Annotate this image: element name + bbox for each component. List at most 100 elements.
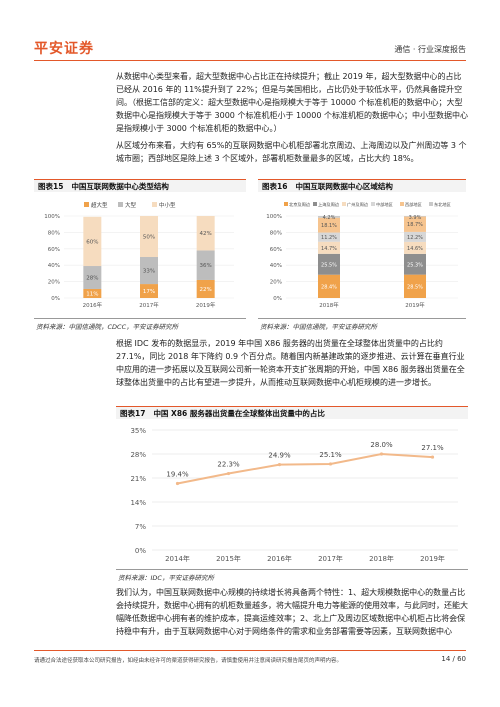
data-label: 19.4% bbox=[166, 470, 189, 478]
bar-segment bbox=[318, 232, 340, 242]
y-tick-label: 100% bbox=[266, 214, 282, 220]
data-point bbox=[226, 471, 231, 476]
data-label: 33% bbox=[143, 269, 155, 275]
bar-segment bbox=[83, 216, 102, 267]
legend-label: 超大型 bbox=[91, 201, 108, 209]
y-tick-label: 20% bbox=[270, 280, 282, 286]
data-point bbox=[379, 452, 384, 456]
data-point bbox=[277, 463, 282, 467]
x-tick-label: 2016年 bbox=[83, 301, 103, 309]
bar-segment bbox=[318, 241, 340, 254]
data-label: 28.0% bbox=[370, 441, 393, 449]
data-label: 4.2% bbox=[323, 215, 336, 221]
paragraph-1: 从数据中心类型来看，超大型数据中心占比正在持续提升；截止 2019 年，超大型数… bbox=[116, 72, 468, 133]
data-label: 50% bbox=[143, 235, 155, 241]
figure-15-number: 图表15 bbox=[38, 182, 64, 191]
figure-17-number: 图表17 bbox=[120, 409, 146, 418]
figure-17-title: 图表17 中国 X86 服务器出货量在全球整体出货量中的占比 bbox=[116, 406, 468, 419]
data-label: 14.6% bbox=[407, 246, 423, 252]
legend-swatch-0 bbox=[84, 202, 89, 207]
report-type: 通信 · 行业深度报告 bbox=[394, 45, 466, 54]
figure-17-caption: 中国 X86 服务器出货量在全球整体出货量中的占比 bbox=[153, 409, 325, 418]
chart-dc-type-structure: 超大型 大型 中小型 0% 20% 40% 60% 80% 100% 11% 28% 60% 2016年… bbox=[44, 201, 234, 309]
x-tick-label: 2019年 bbox=[196, 301, 216, 309]
bar-segment bbox=[196, 216, 215, 251]
legend-label: 上海及周边 bbox=[318, 201, 340, 208]
footer-disclaimer: 请通过合法途径获取本公司研究报告，如经由未经许可的渠道获得研究报告，请慎重使用并… bbox=[34, 658, 343, 664]
bar-segment bbox=[404, 241, 426, 254]
x-tick-label: 2017年 bbox=[318, 554, 343, 563]
x-tick-label: 2014年 bbox=[165, 554, 190, 563]
footer-divider bbox=[34, 650, 466, 651]
data-label: 25.5% bbox=[321, 262, 337, 268]
chart-x86-server-share: 0% 7% 14% 21% 28% 35% 19.4% 2014年 22.3% 2015年 24.9… bbox=[130, 427, 458, 563]
data-label: 18.1% bbox=[321, 223, 337, 229]
paragraph-3: 根据 IDC 发布的数据显示，2019 年中国 X86 服务器的出货量在全球整体… bbox=[116, 339, 465, 387]
figure-15-title: 图表15 中国互联网数据中心类型结构 bbox=[34, 179, 246, 192]
x-tick-label: 2018年 bbox=[319, 301, 339, 309]
y-tick-label: 100% bbox=[44, 214, 60, 220]
figure-16-caption: 中国互联网数据中心区域结构 bbox=[295, 182, 393, 191]
data-label: 27.1% bbox=[421, 444, 444, 452]
bar-segment bbox=[83, 266, 102, 289]
x-tick-label: 2019年 bbox=[420, 554, 445, 563]
legend-swatch-4 bbox=[400, 202, 404, 206]
x-tick-label: 2017年 bbox=[139, 301, 159, 309]
data-label: 14.7% bbox=[321, 246, 337, 252]
y-tick-label: 40% bbox=[270, 263, 282, 269]
data-label: 18.7% bbox=[407, 222, 423, 228]
data-label: 25.1% bbox=[319, 451, 342, 459]
data-point bbox=[430, 455, 435, 459]
y-tick-label: 14% bbox=[130, 499, 146, 507]
data-label: 28% bbox=[86, 276, 98, 282]
figure-15-source: 资料来源：中国信通院，CDCC，平安证券研究所 bbox=[36, 323, 179, 331]
chart-dc-region-structure: 北京及周边 上海及周边 广州及周边 中部地区 西部地区 东北地区 0% 20% 40% 60% 80… bbox=[266, 201, 458, 309]
legend-label: 中部地区 bbox=[376, 201, 393, 208]
bar-segment bbox=[318, 217, 340, 233]
data-point bbox=[328, 462, 333, 466]
bar-segment bbox=[140, 284, 158, 298]
y-tick-label: 20% bbox=[48, 280, 60, 286]
data-label: 36% bbox=[200, 263, 212, 269]
data-label: 3.9% bbox=[409, 215, 422, 221]
legend-label: 广州及周边 bbox=[347, 201, 369, 208]
x-tick-label: 2019年 bbox=[405, 301, 425, 309]
legend-label: 东北地区 bbox=[434, 201, 451, 208]
figure-15-source-line bbox=[34, 318, 246, 319]
brand-logo: 平安证券 bbox=[34, 41, 94, 57]
y-tick-label: 21% bbox=[130, 475, 146, 483]
legend-swatch-1 bbox=[313, 202, 317, 206]
bar-segment bbox=[404, 216, 426, 217]
bar-segment bbox=[140, 216, 158, 257]
y-tick-label: 60% bbox=[270, 247, 282, 253]
legend-label: 大型 bbox=[125, 201, 137, 209]
y-tick-label: 0% bbox=[51, 296, 60, 302]
y-tick-label: 60% bbox=[48, 247, 60, 253]
bar-segment bbox=[196, 250, 215, 280]
legend-swatch-0 bbox=[284, 202, 288, 206]
series-line bbox=[177, 452, 433, 485]
data-label: 24.9% bbox=[268, 452, 291, 460]
x-tick-label: 2016年 bbox=[267, 554, 292, 563]
figure-16-source: 资料来源：中国信通院，平安证券研究所 bbox=[260, 323, 377, 331]
data-label: 12.2% bbox=[407, 235, 423, 241]
x-tick-label: 2018年 bbox=[369, 554, 394, 563]
data-label: 60% bbox=[86, 239, 98, 245]
data-label: 28.5% bbox=[407, 284, 423, 290]
data-point bbox=[175, 481, 180, 486]
y-tick-label: 0% bbox=[273, 296, 282, 302]
legend-label: 西部地区 bbox=[405, 201, 422, 208]
data-label: 28.4% bbox=[321, 284, 337, 290]
paragraph-4: 我们认为，中国互联网数据中心规模的持续增长将具备两个特性：1、超大规模数据中心的… bbox=[116, 588, 468, 636]
y-tick-label: 80% bbox=[270, 230, 282, 236]
page-number: 14 / 60 bbox=[441, 655, 466, 663]
figure-16-title: 图表16 中国互联网数据中心区域结构 bbox=[258, 179, 466, 192]
bar-segment bbox=[318, 216, 340, 218]
data-label: 22% bbox=[200, 287, 212, 293]
y-tick-label: 35% bbox=[130, 427, 146, 435]
figure-15-caption: 中国互联网数据中心类型结构 bbox=[71, 182, 169, 191]
figure-16-source-line bbox=[258, 318, 466, 319]
y-tick-label: 7% bbox=[135, 523, 146, 531]
bar-segment bbox=[83, 288, 102, 298]
bar-segment bbox=[318, 253, 340, 275]
